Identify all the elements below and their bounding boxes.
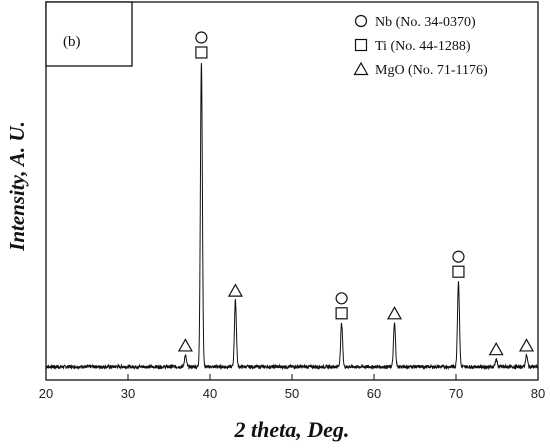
x-tick-label: 60 [367,386,381,401]
diffraction-pattern-line [45,62,539,371]
mgo-triangle-marker [177,338,193,352]
nb-circle-marker [354,14,368,28]
mgo-triangle-marker [488,341,504,356]
x-tick-label: 30 [121,386,135,401]
ti-square-marker [335,307,348,320]
x-axis-tick-labels: 20 30 40 50 60 70 80 [39,386,545,401]
nb-circle-marker [452,250,465,263]
y-axis-title: Intensity, A. U. [5,121,29,252]
x-tick-label: 20 [39,386,53,401]
mgo-triangle-marker [518,338,535,352]
legend-label: MgO (No. 71-1176) [375,63,488,78]
mgo-triangle-marker [353,61,369,76]
ti-square-marker [452,265,465,278]
x-axis-title: 2 theta, Deg. [234,417,350,442]
ti-square-marker [354,38,368,52]
x-tick-label: 40 [203,386,217,401]
mgo-triangle-marker [386,306,403,320]
legend-label: Ti (No. 44-1288) [375,39,471,54]
x-tick-label: 50 [285,386,299,401]
ti-square-marker [195,46,208,59]
peak-markers [177,31,535,356]
x-tick-label: 70 [449,386,463,401]
nb-circle-marker [195,31,208,44]
x-axis-ticks [45,374,539,380]
panel-label-box [45,1,133,67]
legend-label: Nb (No. 34-0370) [375,15,476,30]
mgo-triangle-marker [227,283,243,297]
legend: Nb (No. 34-0370) Ti (No. 44-1288) MgO (No.… [353,14,488,78]
x-tick-label: 80 [531,386,545,401]
nb-circle-marker [335,292,348,305]
panel-label: (b) [63,34,81,50]
